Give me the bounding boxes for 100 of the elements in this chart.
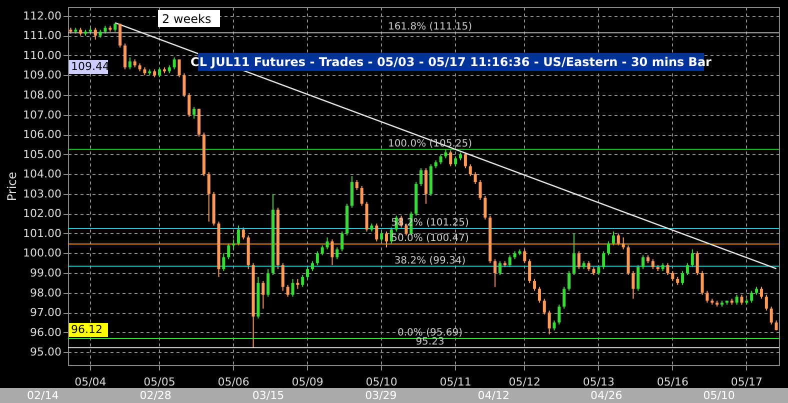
candlestick <box>232 238 236 250</box>
text: 04/12 <box>478 389 510 402</box>
candlestick <box>207 172 210 222</box>
candlestick <box>350 176 354 208</box>
candlestick <box>587 260 590 272</box>
candlestick <box>380 230 384 242</box>
x-tick-label: 05/04 <box>74 376 106 388</box>
x-tick-label: 05/06 <box>218 376 250 388</box>
candlestick <box>478 180 482 200</box>
text: 02/14 <box>27 389 59 402</box>
text: 03/29 <box>365 389 397 402</box>
candlestick <box>454 156 458 167</box>
y-tick-label: 108.00 <box>23 88 62 102</box>
candlestick <box>330 238 334 266</box>
candlestick <box>700 270 704 296</box>
annotation: 96.12 <box>71 323 102 336</box>
candlestick <box>607 240 610 256</box>
candlestick <box>123 43 126 70</box>
candlestick <box>508 254 512 268</box>
candlestick <box>552 320 556 331</box>
candlestick <box>548 310 551 335</box>
candlestick <box>735 294 738 306</box>
candlestick <box>686 262 689 276</box>
candlestick <box>770 306 773 325</box>
candlestick <box>616 232 620 246</box>
candlestick <box>612 230 615 246</box>
y-tick-label: 107.00 <box>23 108 62 122</box>
candlestick <box>498 260 502 276</box>
candlestick <box>542 298 546 316</box>
x-tick-label: 05/10 <box>366 376 398 388</box>
candlestick <box>286 284 290 298</box>
candlestick <box>622 236 625 250</box>
candlestick <box>291 278 294 298</box>
candlestick <box>172 56 176 70</box>
candlestick <box>494 258 497 288</box>
candlestick <box>439 154 442 165</box>
candlestick <box>182 72 186 98</box>
candlestick <box>316 250 319 266</box>
candlestick <box>696 250 699 276</box>
candlestick <box>178 58 181 78</box>
candlestick <box>764 294 768 312</box>
y-axis-title: Price <box>5 172 20 202</box>
candlestick <box>375 223 378 242</box>
y-tick-label: 109.00 <box>23 68 62 82</box>
candlestick <box>128 56 132 70</box>
y-tick-label: 100.00 <box>23 246 62 260</box>
x-tick-label: 05/11 <box>440 376 472 388</box>
candlestick <box>468 164 472 177</box>
candlestick <box>666 262 670 276</box>
candlestick <box>760 286 763 300</box>
x-tick-label: 05/17 <box>730 376 763 388</box>
candlestick <box>326 236 329 250</box>
x-tick-label: 05/05 <box>144 376 176 388</box>
candlestick <box>681 270 684 286</box>
ref-line-label: 161.8% (111.15) <box>388 22 472 33</box>
candlestick <box>558 304 561 325</box>
x-tick-label: 05/12 <box>508 376 540 388</box>
y-tick-label: 101.00 <box>23 226 62 240</box>
candlestick <box>222 252 226 272</box>
candlestick <box>242 227 245 240</box>
candlestick <box>420 168 423 186</box>
candlestick <box>355 180 358 190</box>
candlestick <box>750 290 754 304</box>
candlestick <box>262 280 265 310</box>
candlestick <box>562 286 566 310</box>
ref-line-label: 0.0% (95.69) <box>397 327 463 338</box>
candlestick <box>523 248 526 264</box>
candlestick <box>188 92 191 118</box>
candlestick <box>192 106 196 120</box>
candlestick <box>533 278 536 292</box>
candlestick <box>118 23 122 48</box>
candlestick <box>690 248 694 268</box>
candlestick <box>296 278 300 290</box>
y-tick-label: 111.00 <box>23 29 62 42</box>
ref-line-label: 95.23 <box>416 336 444 348</box>
annotation: 109.44 <box>71 60 110 73</box>
candlestick <box>306 266 310 280</box>
candlestick <box>227 242 230 260</box>
candlestick <box>572 232 576 276</box>
y-tick-label: 103.00 <box>23 187 62 200</box>
candlestick <box>740 294 744 306</box>
candlestick <box>310 260 314 272</box>
y-tick-label: 96.00 <box>30 326 62 339</box>
candlestick <box>281 262 284 292</box>
candlestick <box>671 270 674 282</box>
candlestick <box>320 244 324 256</box>
candlestick <box>651 258 654 270</box>
text: 02/28 <box>140 389 172 402</box>
y-tick-label: 105.00 <box>23 148 62 161</box>
candlestick <box>528 258 532 284</box>
candlestick <box>636 264 640 292</box>
candlestick <box>340 230 344 252</box>
text: 05/10 <box>703 389 735 402</box>
y-tick-label: 99.00 <box>30 266 62 280</box>
candlestick <box>484 195 487 220</box>
y-tick-label: 112.00 <box>23 9 62 22</box>
candlestick <box>538 286 541 304</box>
ref-line-label: 38.2% (99.34) <box>394 255 466 266</box>
candlestick <box>336 246 339 260</box>
candlestick <box>449 150 452 167</box>
